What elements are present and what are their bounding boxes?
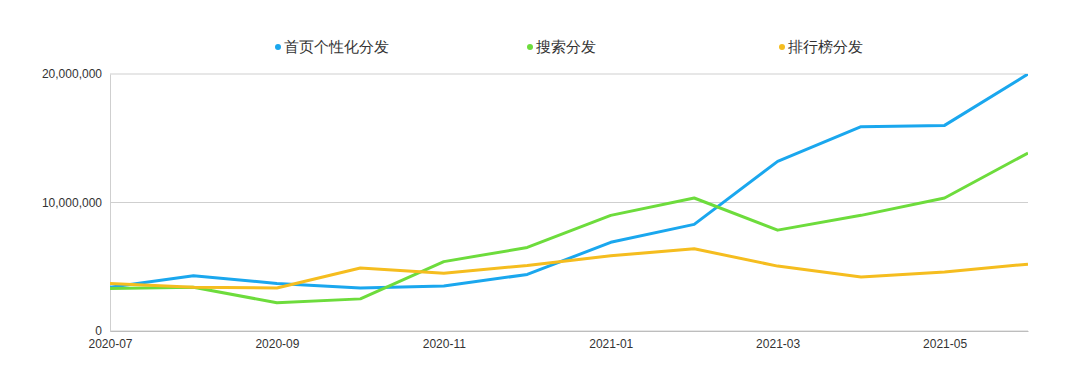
x-tick-label: 2021-03 (756, 337, 800, 351)
x-tick: 2021-01 (589, 331, 633, 351)
series-line (110, 249, 1028, 288)
grid-line (110, 202, 1028, 203)
x-axis-line (111, 331, 1029, 332)
legend-swatch (779, 44, 785, 50)
y-axis-line (110, 75, 111, 332)
x-tick: 2020-07 (88, 331, 132, 351)
chart: 010,000,00020,000,0002020-072020-092020-… (0, 0, 1080, 383)
x-tick: 2021-03 (756, 331, 800, 351)
x-axis: 2020-07 2020-09 2020-11 2021-01 2021-03 2021-… (88, 331, 1028, 351)
grid-line (110, 74, 1028, 75)
legend-swatch (527, 44, 533, 50)
x-tick: 2020-09 (255, 331, 299, 351)
grid-line (110, 331, 1028, 332)
x-tick: 2020-11 (423, 331, 466, 351)
series-line (110, 153, 1028, 303)
y-tick: 10,000,000 (42, 196, 110, 210)
legend-label: 首页个性化分发 (284, 38, 389, 55)
x-tick-label: 2020-11 (423, 337, 466, 351)
legend-item: 排行榜分发 (779, 38, 863, 55)
x-tick: 2021-05 (923, 331, 967, 351)
x-tick-label: 2021-01 (589, 337, 633, 351)
plot-area (110, 74, 1028, 303)
legend-label: 搜索分发 (536, 38, 596, 55)
x-tick-label: 2020-09 (255, 337, 299, 351)
legend: 首页个性化分发 搜索分发 排行榜分发 (275, 38, 863, 55)
y-tick: 20,000,000 (42, 67, 110, 81)
series-line (110, 74, 1028, 288)
y-tick-label: 20,000,000 (42, 67, 102, 81)
y-tick-label: 10,000,000 (42, 196, 102, 210)
legend-item: 搜索分发 (527, 38, 596, 55)
legend-item: 首页个性化分发 (275, 38, 389, 55)
legend-label: 排行榜分发 (788, 38, 863, 55)
x-tick-label: 2020-07 (88, 337, 132, 351)
y-axis: 010,000,00020,000,000 (42, 67, 111, 338)
legend-swatch (275, 44, 281, 50)
x-tick-label: 2021-05 (923, 337, 967, 351)
grid (110, 74, 1028, 331)
